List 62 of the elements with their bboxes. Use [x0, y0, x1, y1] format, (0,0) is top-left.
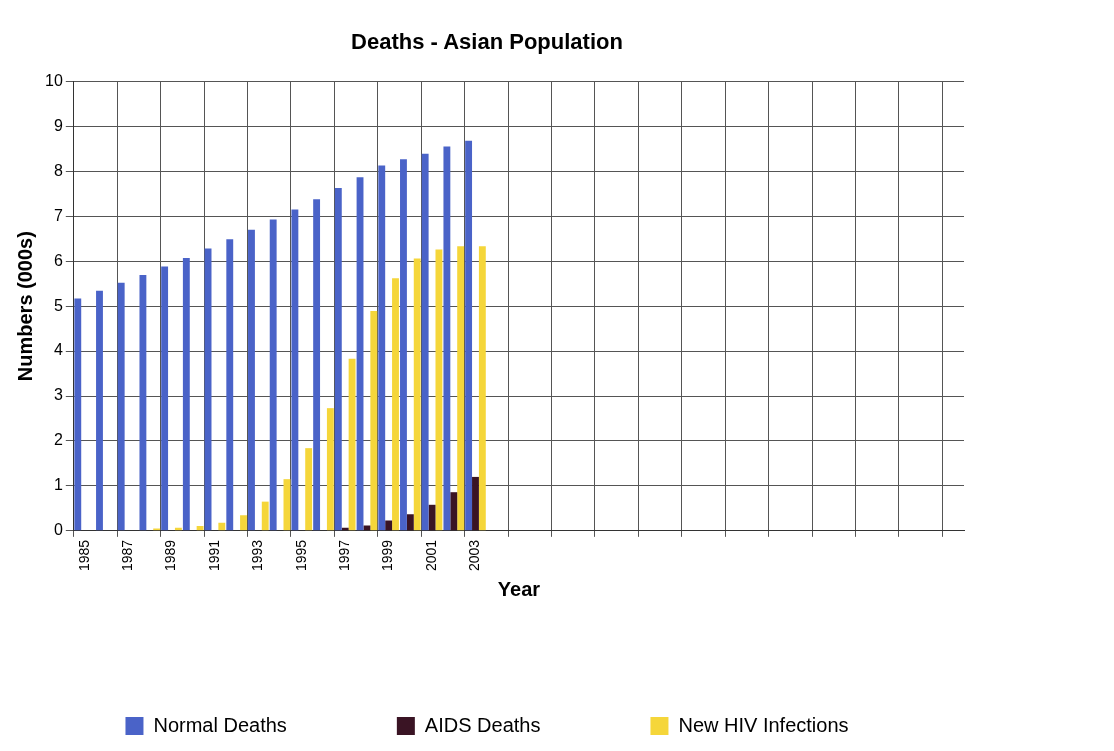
x-tick-label: 1997	[336, 539, 353, 572]
bar	[385, 520, 393, 531]
y-tick-label: 6	[53, 251, 63, 269]
bar	[334, 187, 342, 531]
bar	[96, 290, 103, 531]
bar	[182, 258, 190, 531]
bar	[240, 515, 247, 531]
y-tick-label: 2	[53, 431, 63, 449]
bar	[218, 522, 226, 531]
bar	[421, 153, 429, 531]
bar	[363, 525, 371, 531]
y-tick-label: 0	[53, 521, 63, 539]
bar	[226, 239, 234, 531]
legend-label: Normal Deaths	[153, 713, 287, 736]
bar	[261, 501, 269, 531]
x-tick-label: 2001	[422, 539, 439, 572]
y-tick-label: 9	[53, 116, 63, 134]
bar	[370, 311, 378, 531]
bar	[139, 275, 147, 531]
y-tick-label: 1	[53, 476, 63, 494]
x-tick-label: 1995	[292, 539, 309, 572]
bar	[196, 525, 204, 531]
chart-title: Deaths - Asian Population	[351, 29, 623, 55]
y-tick-label: 4	[53, 341, 63, 359]
bar	[74, 298, 82, 531]
x-axis-title: Year	[497, 577, 541, 600]
y-tick-label: 8	[53, 161, 63, 179]
legend-label: New HIV Infections	[678, 713, 849, 736]
y-tick-label: 5	[53, 296, 63, 314]
x-tick-label: 1985	[75, 539, 92, 572]
legend-label: AIDS Deaths	[424, 713, 541, 736]
x-tick-label: 1999	[379, 539, 396, 572]
bar	[269, 219, 277, 531]
y-tick-label: 10	[45, 71, 63, 89]
bar	[378, 165, 386, 531]
bar	[450, 492, 458, 531]
y-axis-title: Numbers (000s)	[13, 231, 36, 382]
bar	[392, 278, 399, 531]
bar	[457, 246, 465, 531]
y-tick-label: 7	[53, 206, 63, 224]
bar	[348, 358, 356, 531]
bar	[291, 209, 299, 531]
bar	[248, 229, 255, 531]
bar	[400, 159, 407, 531]
bar	[435, 249, 443, 531]
x-tick-label: 2003	[466, 539, 483, 572]
bar	[478, 246, 486, 531]
bar	[305, 448, 313, 531]
bar	[465, 140, 473, 531]
x-tick-label: 1989	[162, 539, 179, 572]
x-tick-label: 1991	[205, 539, 222, 572]
bar	[117, 282, 125, 531]
y-tick-label: 3	[53, 386, 63, 404]
bar	[413, 258, 421, 531]
bar	[406, 514, 414, 531]
bar	[161, 266, 169, 531]
bar	[443, 146, 451, 531]
bar	[326, 408, 334, 531]
x-tick-label: 1987	[118, 539, 135, 572]
x-tick-label: 1993	[249, 539, 266, 572]
bar	[313, 199, 321, 531]
bar	[472, 476, 479, 531]
